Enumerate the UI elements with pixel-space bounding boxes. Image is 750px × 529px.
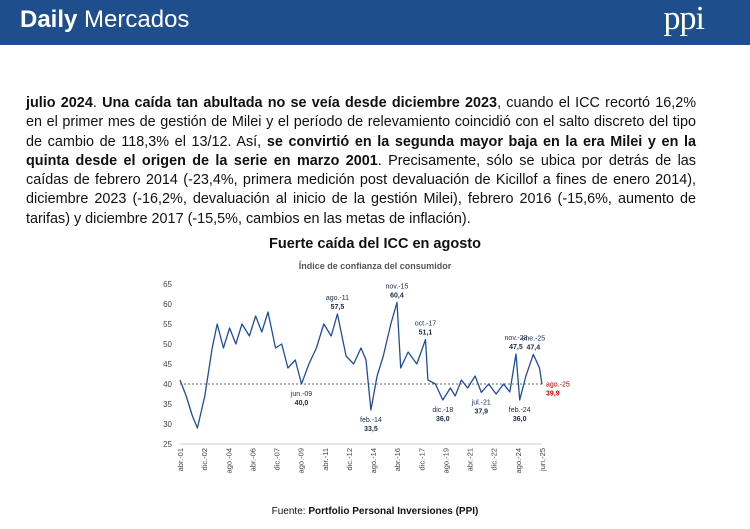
- y-tick-label: 50: [163, 340, 172, 349]
- source-name: Portfolio Personal Inversiones (PPI): [308, 506, 479, 517]
- report-title-bold: Daily: [20, 6, 78, 33]
- paragraph-segment: .: [92, 95, 103, 111]
- annotation-date: nov.-23: [505, 335, 528, 342]
- annotation-value: 36,0: [436, 416, 450, 423]
- annotation-date: oct.-17: [415, 321, 437, 328]
- x-tick-label: abr.-06: [248, 448, 257, 471]
- x-tick-label: ago.-04: [224, 448, 233, 473]
- x-tick-label: abr.-11: [321, 448, 330, 471]
- icc-series-line: [179, 301, 543, 429]
- body-paragraph: julio 2024. Una caída tan abultada no se…: [26, 94, 696, 229]
- annotation-date: feb.-14: [360, 417, 382, 424]
- x-tick-label: dic.-07: [273, 448, 282, 471]
- annotation-date: ago.-25: [546, 381, 570, 388]
- y-tick-label: 30: [163, 420, 172, 429]
- chart-source: Fuente: Portfolio Personal Inversiones (…: [0, 506, 750, 517]
- x-tick-label: dic.-02: [200, 448, 209, 471]
- x-tick-label: abr.-01: [176, 448, 185, 471]
- x-tick-label: dic.-17: [417, 448, 426, 471]
- x-tick-label: ago.-14: [369, 448, 378, 473]
- chart-title: Fuerte caída del ICC en agosto: [269, 236, 481, 252]
- x-tick-label: dic.-12: [345, 448, 354, 471]
- paragraph-segment: se convirtió en la segunda mayor baja en…: [26, 133, 696, 169]
- x-tick-label: ago.-09: [297, 448, 306, 473]
- x-tick-label: dic.-22: [490, 448, 499, 471]
- paragraph-segment: Una caída tan abultada no se veía desde …: [102, 95, 498, 111]
- y-tick-label: 40: [163, 380, 172, 389]
- y-tick-label: 65: [163, 280, 172, 289]
- header-bar: Daily Mercados ppi: [0, 0, 750, 45]
- paragraph-segment: , cuando el ICC recortó 16,2% en el prim…: [26, 95, 696, 150]
- annotation-date: nov.-15: [386, 283, 409, 290]
- annotation-date: ago.-11: [326, 295, 349, 302]
- y-tick-label: 45: [163, 360, 172, 369]
- annotation-value: 37,9: [474, 408, 488, 415]
- x-tick-label: ago.-24: [514, 448, 523, 473]
- paragraph-segment: julio 2024: [26, 95, 93, 111]
- x-tick-label: abr.-16: [393, 448, 402, 471]
- y-tick-label: 60: [163, 300, 172, 309]
- annotation-date: jun.-09: [290, 391, 313, 398]
- x-tick-label: ago.-19: [441, 448, 450, 473]
- chart-subtitle: Índice de confianza del consumidor: [298, 261, 452, 271]
- annotation-date: dic.-18: [432, 407, 453, 414]
- annotation-value: 57,5: [331, 304, 345, 311]
- report-title-rest: Mercados: [77, 6, 190, 33]
- icc-line-chart: 25 30 35 40 45 50 55 60 65 abr.-01 dic.-02 ago.-04 a…: [163, 280, 570, 473]
- source-prefix: Fuente:: [271, 506, 309, 517]
- annotation-value: 33,5: [364, 426, 378, 433]
- annotation-value: 40,0: [295, 400, 309, 407]
- report-title: Daily Mercados: [20, 6, 189, 34]
- x-tick-label: jun.-25: [538, 448, 547, 472]
- paragraph-segment: . Precisamente, sólo se ubica por detrás…: [26, 152, 696, 227]
- annotation-value: 60,4: [390, 292, 404, 299]
- y-tick-label: 55: [163, 320, 172, 329]
- annotation-date: ene.-25: [521, 335, 545, 342]
- annotation-value: 47,4: [527, 344, 541, 351]
- annotation-date: jul.-21: [471, 399, 491, 406]
- x-tick-label: abr.-21: [466, 448, 475, 471]
- y-tick-label: 35: [163, 400, 172, 409]
- annotation-value: 47,5: [509, 344, 523, 351]
- y-tick-label: 25: [163, 440, 172, 449]
- annotation-value: 39,9: [546, 390, 560, 397]
- ppi-logo: ppi: [663, 0, 705, 37]
- annotation-value: 36,0: [513, 416, 527, 423]
- annotation-value: 51,1: [419, 330, 433, 337]
- annotation-date: feb.-24: [509, 407, 531, 414]
